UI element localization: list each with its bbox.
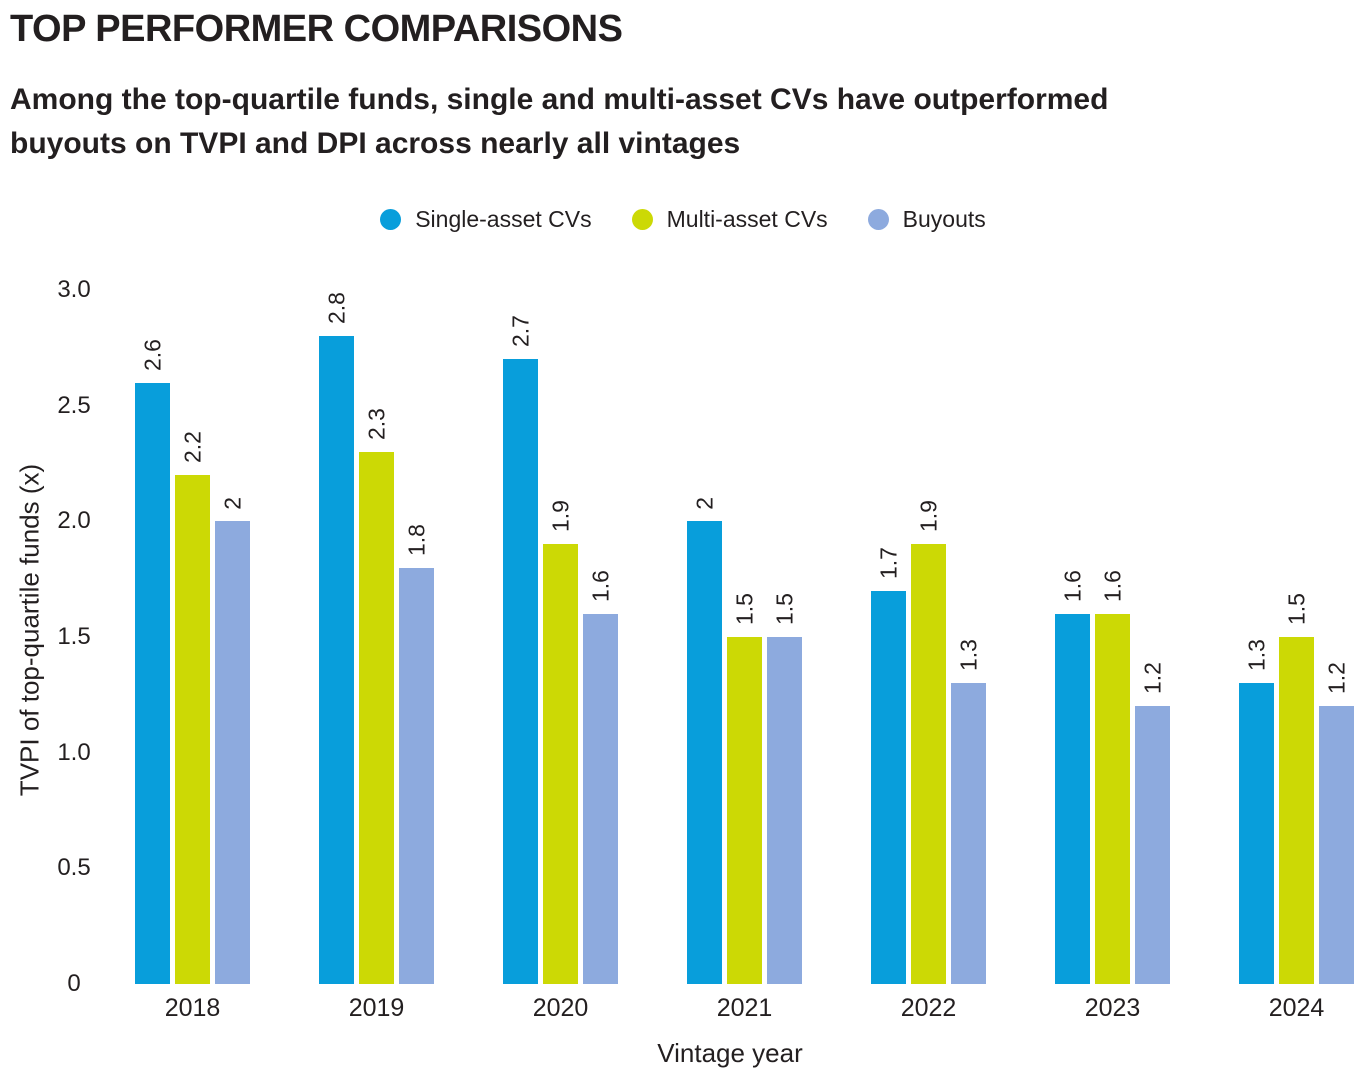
y-tick-label: 3.0 (57, 276, 91, 303)
bar-single-asset-cvs-2024 (1239, 683, 1274, 984)
bar-value-text: 1.2 (1323, 662, 1349, 695)
bar-value-label: 1.2 (1323, 662, 1349, 699)
bar-multi-asset-cvs-2022 (911, 544, 946, 984)
y-tick-label: 1.0 (57, 738, 91, 766)
bar-single-asset-cvs-2020 (503, 359, 538, 984)
bar-buyouts-2023 (1135, 706, 1170, 984)
legend-marker-icon (631, 209, 653, 230)
legend-label: Buyouts (902, 206, 986, 232)
legend: Single-asset CVs Multi-asset CVs Buyouts (0, 206, 1366, 233)
bar-value-label: 2 (691, 496, 717, 514)
chart-subtitle-line-1: Among the top-quartile funds, single and… (10, 83, 1109, 116)
x-tick-label-2021: 2021 (716, 994, 773, 1022)
bar-buyouts-2022 (951, 683, 986, 984)
bar-value-text: 2.8 (323, 292, 349, 325)
bar-value-text: 1.5 (771, 593, 797, 625)
bar-single-asset-cvs-2021 (687, 521, 722, 984)
bar-buyouts-2019 (399, 567, 434, 984)
bar-multi-asset-cvs-2018 (175, 475, 210, 984)
bar-multi-asset-cvs-2023 (1095, 613, 1130, 984)
y-tick-label: 0.5 (57, 854, 91, 882)
bar-value-label: 1.2 (1139, 662, 1165, 699)
legend-item-buyouts: Buyouts (867, 206, 986, 233)
bar-value-label: 1.3 (1243, 639, 1269, 676)
bar-value-text: 2 (219, 496, 245, 510)
bar-value-label: 2.2 (179, 431, 205, 468)
bar-multi-asset-cvs-2021 (727, 637, 762, 984)
bar-value-label: 1.6 (1059, 569, 1085, 607)
bar-value-text: 2.7 (507, 315, 533, 348)
bar-value-text: 1.5 (731, 593, 757, 625)
bar-value-text: 2 (691, 496, 717, 510)
bar-value-text: 2.2 (179, 431, 205, 464)
bar-value-label: 2.8 (323, 292, 349, 329)
bar-value-label: 1.7 (875, 546, 901, 584)
bar-value-text: 1.6 (1099, 569, 1125, 602)
bar-value-text: 1.7 (875, 546, 901, 579)
bar-buyouts-2020 (583, 613, 618, 984)
bar-value-label: 1.9 (547, 500, 573, 537)
legend-marker-icon (380, 209, 402, 230)
y-axis-title: TVPI of top-quartile funds (x) (14, 463, 45, 797)
y-tick-label: 0 (67, 970, 81, 997)
bar-buyouts-2024 (1319, 706, 1354, 984)
x-axis-title: Vintage year (657, 1038, 803, 1068)
bar-value-text: 1.6 (587, 569, 613, 602)
legend-item-multi-asset-cvs: Multi-asset CVs (631, 206, 828, 233)
bar-value-text: 1.6 (1059, 569, 1085, 602)
bar-value-text: 1.8 (403, 523, 429, 556)
bar-value-text: 1.3 (1243, 639, 1269, 672)
bar-value-text: 2.3 (363, 407, 389, 440)
bar-value-label: 1.3 (955, 639, 981, 676)
bar-single-asset-cvs-2022 (871, 590, 906, 984)
x-tick-label-2024: 2024 (1268, 994, 1325, 1022)
chart-subtitle: Among the top-quartile funds, single and… (10, 78, 1108, 166)
bar-value-label: 2.6 (139, 338, 165, 376)
bar-value-label: 2.7 (507, 315, 533, 352)
chart-subtitle-line-2: buyouts on TVPI and DPI across nearly al… (10, 127, 741, 160)
bar-value-text: 1.9 (915, 500, 941, 533)
legend-marker-icon (867, 209, 889, 230)
bar-buyouts-2018 (215, 521, 250, 984)
bar-value-label: 1.6 (587, 569, 613, 607)
bar-value-text: 1.2 (1139, 662, 1165, 695)
bar-value-text: 1.5 (1283, 593, 1309, 625)
bar-value-label: 1.5 (771, 593, 797, 630)
y-tick-label: 1.5 (57, 623, 91, 650)
x-tick-label-2023: 2023 (1084, 994, 1141, 1022)
bar-single-asset-cvs-2023 (1055, 613, 1090, 984)
bar-value-label: 1.9 (915, 500, 941, 537)
bar-value-label: 1.8 (403, 523, 429, 561)
x-tick-label-2020: 2020 (532, 994, 589, 1022)
legend-item-single-asset-cvs: Single-asset CVs (380, 206, 592, 233)
x-tick-label-2019: 2019 (348, 994, 405, 1022)
bar-value-label: 1.5 (731, 593, 757, 630)
bar-multi-asset-cvs-2020 (543, 544, 578, 984)
x-tick-label-2022: 2022 (900, 994, 957, 1022)
bar-value-label: 1.5 (1283, 593, 1309, 630)
bar-value-text: 1.9 (547, 500, 573, 533)
bar-value-text: 2.6 (139, 338, 165, 371)
bar-multi-asset-cvs-2024 (1279, 637, 1314, 984)
y-tick-label: 2.0 (57, 507, 91, 535)
bar-single-asset-cvs-2019 (319, 336, 354, 984)
bar-multi-asset-cvs-2019 (359, 451, 394, 984)
page-title: TOP PERFORMER COMPARISONS (10, 8, 623, 50)
bar-single-asset-cvs-2018 (135, 382, 170, 984)
legend-label: Single-asset CVs (415, 206, 592, 232)
bar-value-label: 2.3 (363, 407, 389, 445)
bar-value-text: 1.3 (955, 639, 981, 672)
bar-value-label: 1.6 (1099, 569, 1125, 607)
legend-label: Multi-asset CVs (666, 206, 828, 232)
x-tick-label-2018: 2018 (164, 994, 221, 1022)
y-tick-label: 2.5 (57, 391, 91, 419)
bar-buyouts-2021 (767, 637, 802, 984)
bar-value-label: 2 (219, 496, 245, 514)
